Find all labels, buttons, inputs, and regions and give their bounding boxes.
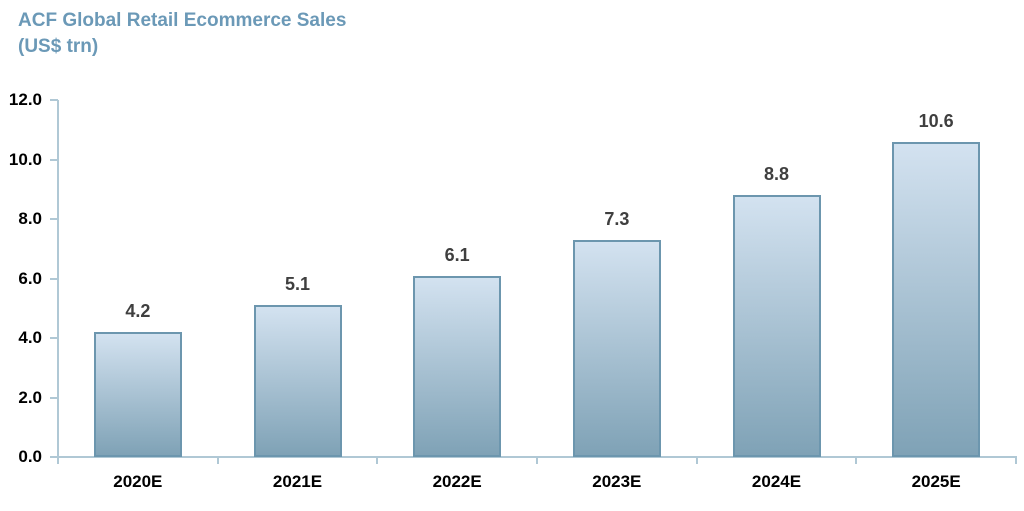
y-tick-label: 12.0 bbox=[8, 90, 42, 109]
bar bbox=[413, 275, 502, 457]
x-category-label: 2021E bbox=[272, 472, 323, 491]
y-tick-label: 8.0 bbox=[18, 209, 42, 228]
y-tick-label: 4.0 bbox=[18, 328, 42, 347]
bar-value-label: 5.1 bbox=[284, 274, 311, 295]
y-tick-label: 2.0 bbox=[18, 387, 42, 407]
x-tick bbox=[216, 457, 219, 464]
x-tick bbox=[855, 457, 858, 464]
y-tick bbox=[50, 396, 58, 399]
y-tick-label: 10.0 bbox=[8, 149, 42, 169]
x-category-label: 2024E bbox=[751, 472, 802, 491]
y-tick bbox=[50, 277, 58, 280]
bar bbox=[732, 195, 821, 457]
bar bbox=[253, 305, 342, 457]
bar bbox=[572, 239, 661, 457]
x-tick bbox=[1015, 457, 1017, 464]
bar-value-label: 7.3 bbox=[604, 208, 630, 229]
x-category-label: 2020E bbox=[113, 472, 163, 491]
bar-value-label: 8.8 bbox=[763, 164, 790, 185]
x-category-label: 2023E bbox=[592, 472, 642, 491]
bar bbox=[93, 332, 182, 457]
y-tick-label: 0.0 bbox=[18, 447, 42, 466]
y-tick bbox=[50, 99, 58, 101]
bar-value-label: 10.6 bbox=[918, 110, 954, 131]
bar-value-label: 4.2 bbox=[125, 301, 151, 322]
x-category-label: 2022E bbox=[432, 472, 482, 491]
chart-title: ACF Global Retail Ecommerce Sales bbox=[18, 10, 347, 31]
y-tick bbox=[50, 158, 58, 161]
bar-value-label: 6.1 bbox=[444, 244, 470, 265]
bar bbox=[892, 141, 981, 457]
y-axis-line bbox=[57, 100, 59, 458]
x-category-label: 2025E bbox=[911, 472, 961, 491]
chart-subtitle: (US$ trn) bbox=[18, 36, 99, 57]
x-tick bbox=[536, 457, 538, 464]
y-tick-label: 6.0 bbox=[18, 268, 42, 288]
x-tick bbox=[57, 457, 59, 464]
x-tick bbox=[695, 457, 698, 464]
y-tick bbox=[50, 218, 58, 220]
y-tick bbox=[50, 337, 58, 339]
y-tick bbox=[50, 456, 58, 458]
x-tick bbox=[376, 457, 379, 464]
